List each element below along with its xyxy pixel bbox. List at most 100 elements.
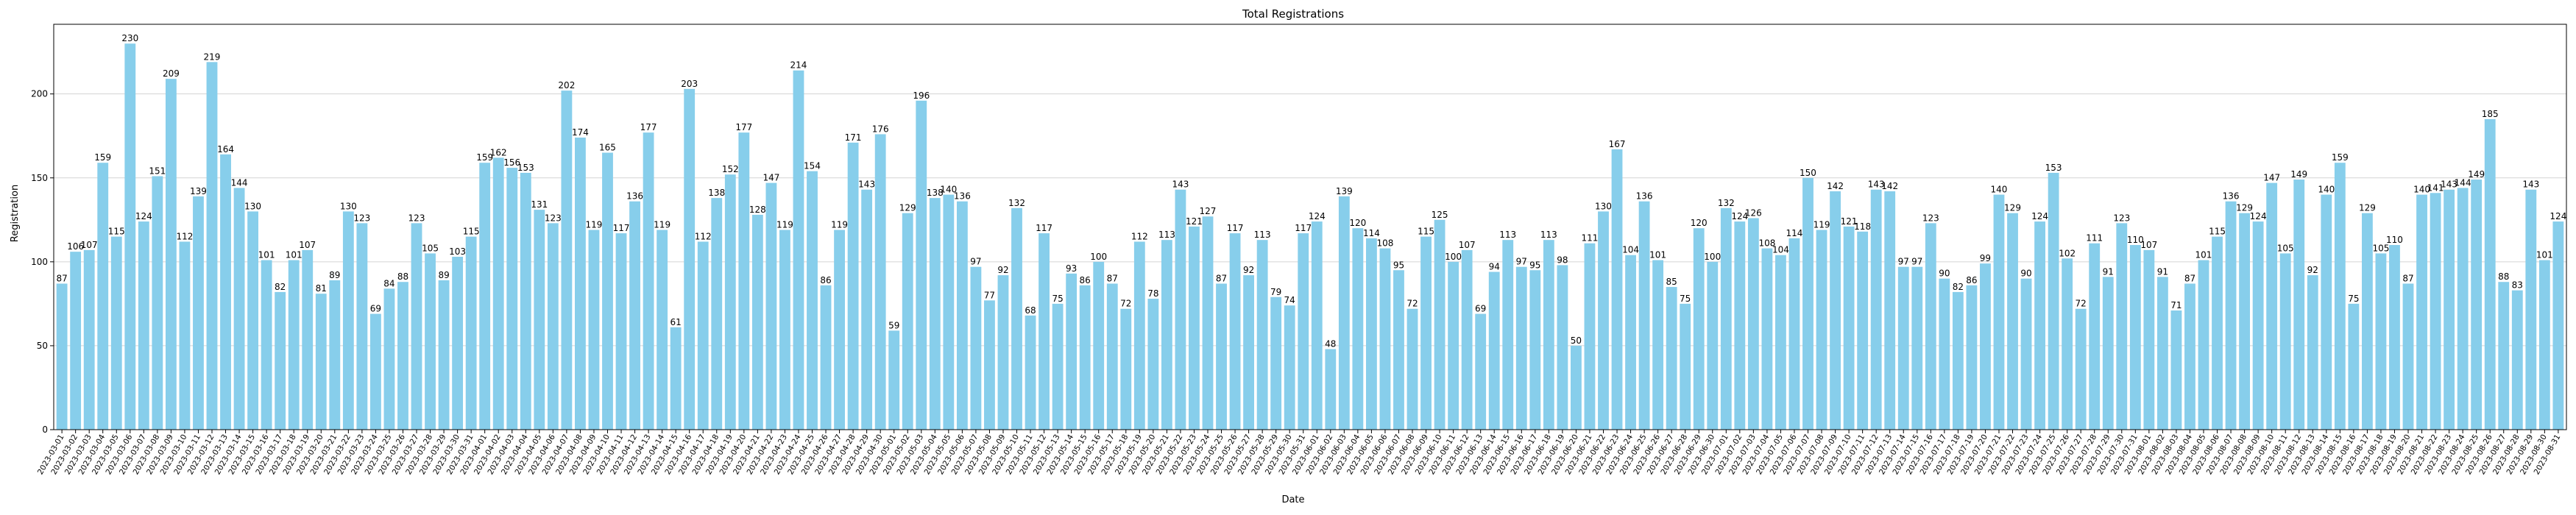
bar: [2525, 189, 2537, 430]
data-label: 119: [776, 219, 793, 230]
data-label: 115: [108, 227, 125, 237]
data-label: 159: [2332, 152, 2349, 163]
data-label: 143: [2522, 180, 2539, 190]
data-label: 123: [2113, 213, 2130, 223]
data-label: 74: [1284, 295, 1295, 305]
data-label: 112: [1131, 231, 1148, 241]
bar: [2266, 182, 2278, 430]
data-label: 87: [56, 274, 67, 284]
data-label: 118: [1854, 221, 1871, 232]
data-label: 124: [2250, 211, 2267, 221]
bar: [2143, 249, 2155, 430]
data-label: 87: [1216, 274, 1227, 284]
bar: [288, 260, 300, 430]
bar: [1911, 266, 1923, 430]
bar: [1638, 201, 1650, 430]
bar: [1133, 241, 1145, 430]
bar: [452, 256, 464, 430]
bar: [1515, 266, 1527, 430]
data-label: 121: [1186, 216, 1203, 227]
bar: [697, 241, 709, 430]
bar: [916, 100, 927, 430]
bar: [1857, 231, 1869, 430]
bar: [1434, 219, 1446, 430]
bar: [1884, 191, 1896, 430]
bar: [1611, 149, 1623, 430]
data-label: 82: [275, 282, 286, 292]
data-label: 112: [695, 231, 712, 241]
data-label: 50: [1571, 335, 1582, 346]
plot-frame: [53, 24, 2567, 430]
bar: [138, 221, 149, 430]
bar: [2034, 221, 2045, 430]
bar: [342, 211, 354, 430]
data-label: 88: [2498, 271, 2509, 282]
bar: [1202, 216, 1214, 430]
data-label: 140: [940, 185, 957, 195]
y-tick-label: 100: [31, 257, 48, 267]
bar: [1093, 261, 1105, 430]
bar: [588, 230, 600, 430]
bar: [2075, 308, 2087, 430]
bar: [247, 211, 259, 430]
bar: [2129, 245, 2141, 430]
bar: [1870, 189, 1882, 430]
bar: [1393, 270, 1404, 430]
bar-series: [56, 43, 2564, 430]
bar: [411, 223, 422, 430]
bar: [2239, 213, 2251, 430]
data-labels: 8710610715911523012415120911213921916414…: [56, 33, 2566, 349]
data-label: 86: [820, 275, 831, 285]
bar: [193, 196, 204, 430]
data-label: 164: [217, 144, 234, 154]
data-label: 121: [1841, 216, 1858, 227]
bar: [233, 188, 245, 430]
bar: [97, 163, 109, 430]
data-label: 124: [2550, 211, 2566, 221]
data-label: 95: [1529, 260, 1540, 270]
bar: [2334, 163, 2346, 430]
data-label: 110: [2386, 235, 2403, 245]
data-label: 123: [1922, 213, 1939, 223]
bar: [751, 214, 763, 430]
bar: [397, 282, 408, 430]
bar: [492, 157, 504, 430]
data-label: 75: [1680, 294, 1691, 304]
data-label: 152: [722, 164, 739, 174]
bar: [929, 198, 941, 430]
bar: [275, 291, 286, 430]
data-label: 100: [1704, 252, 1721, 262]
data-label: 144: [2455, 177, 2471, 188]
bar: [1502, 240, 1514, 430]
data-label: 123: [408, 213, 425, 223]
data-label: 219: [204, 52, 221, 62]
data-label: 101: [2536, 250, 2553, 260]
data-label: 151: [149, 166, 166, 176]
bar: [575, 138, 586, 430]
data-label: 99: [1980, 253, 1991, 263]
bar: [2498, 282, 2510, 430]
bar: [997, 275, 1009, 430]
data-label: 83: [2512, 280, 2523, 291]
data-label: 77: [984, 290, 995, 300]
bar: [206, 62, 218, 430]
data-label: 108: [1758, 238, 1775, 249]
data-label: 97: [1898, 257, 1909, 267]
data-label: 107: [2140, 240, 2157, 250]
bar: [2252, 221, 2264, 430]
bar: [1584, 243, 1596, 430]
bar: [1747, 218, 1759, 430]
bar: [1066, 273, 1078, 430]
bar: [956, 201, 968, 430]
data-label: 59: [888, 320, 899, 330]
data-label: 84: [383, 278, 394, 288]
bar: [2048, 172, 2059, 430]
data-label: 81: [316, 283, 327, 294]
bar: [1311, 221, 1323, 430]
bar: [1147, 299, 1159, 430]
bar: [2225, 201, 2237, 430]
data-label: 106: [67, 241, 84, 252]
bar: [861, 189, 873, 430]
bar: [765, 182, 777, 430]
bar: [561, 90, 573, 430]
